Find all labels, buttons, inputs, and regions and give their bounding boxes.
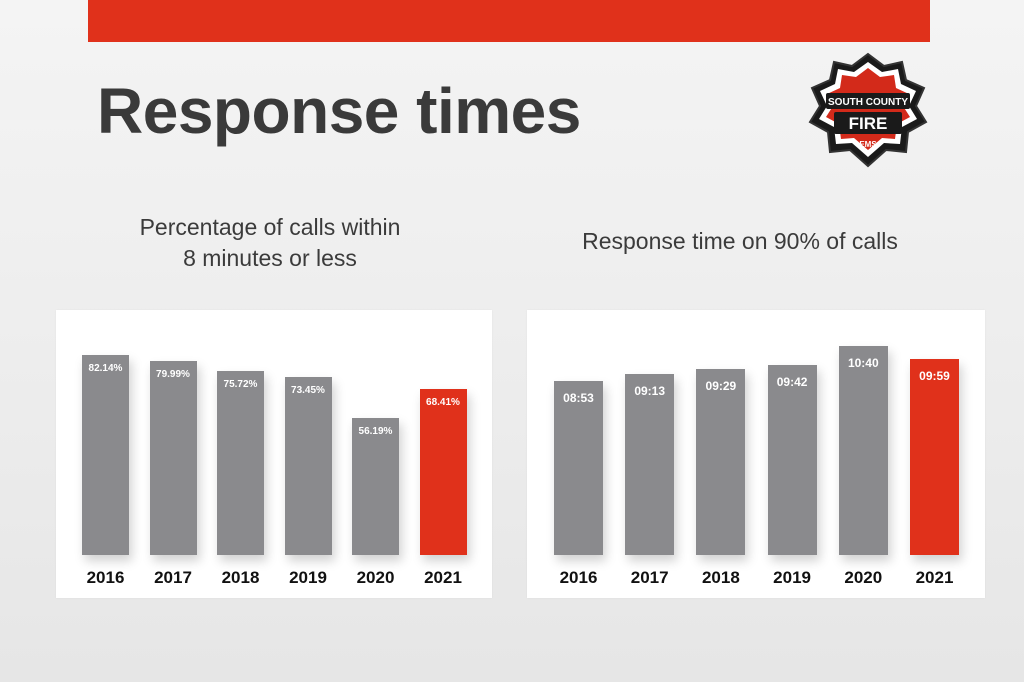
bar-2019 bbox=[767, 364, 817, 555]
bar-value-label: 09:13 bbox=[634, 384, 666, 399]
bar-value-label: 09:59 bbox=[919, 369, 950, 384]
svg-text:EMS: EMS bbox=[859, 140, 877, 149]
x-tick-label: 2019 bbox=[289, 568, 327, 587]
bar-2018 bbox=[217, 371, 264, 555]
bar-2016 bbox=[554, 380, 603, 555]
x-tick-label: 2020 bbox=[356, 568, 395, 587]
bar-value-label: 75.72% bbox=[223, 379, 258, 390]
accent-top-bar bbox=[88, 0, 930, 42]
x-tick-label: 2017 bbox=[154, 568, 192, 587]
chart-percentage-calls: 82.14% 2016 79.99% 2017 75.72% 2018 73.45% 2019… bbox=[56, 310, 492, 598]
bar-value-label: 08:53 bbox=[563, 390, 594, 405]
bar-value-label: 09:42 bbox=[776, 374, 808, 389]
chart-response-time: 08:53 2016 09:13 2017 09:29 2018 09:42 2019 10:4… bbox=[527, 310, 985, 598]
bar-2017 bbox=[149, 360, 197, 555]
x-tick-label: 2016 bbox=[559, 568, 598, 587]
x-tick-label: 2021 bbox=[915, 568, 954, 587]
bar-value-label: 73.45% bbox=[291, 384, 325, 396]
bar-value-label: 56.19% bbox=[358, 426, 393, 438]
x-tick-label: 2020 bbox=[844, 568, 883, 587]
x-tick-label: 2016 bbox=[86, 568, 125, 587]
x-tick-label: 2019 bbox=[773, 568, 811, 587]
chart-title-response-time: Response time on 90% of calls bbox=[582, 228, 898, 254]
x-tick-label: 2017 bbox=[630, 568, 669, 587]
bar-value-label: 82.14% bbox=[88, 363, 123, 375]
x-tick-label: 2018 bbox=[701, 568, 740, 587]
x-tick-label: 2021 bbox=[424, 568, 462, 587]
bar-2020 bbox=[352, 418, 399, 555]
chart-title-percentage: Percentage of calls within 8 minutes or … bbox=[139, 214, 401, 271]
bar-value-label: 79.99% bbox=[156, 368, 190, 380]
bar-value-label: 10:40 bbox=[847, 355, 879, 370]
page-title: Response times bbox=[97, 75, 581, 147]
svg-text:FIRE: FIRE bbox=[849, 114, 888, 133]
bar-value-label: 09:29 bbox=[705, 379, 737, 394]
bar-2016 bbox=[82, 355, 129, 555]
bar-value-label: 68.41% bbox=[426, 396, 460, 408]
bar-2020 bbox=[838, 345, 888, 555]
x-tick-label: 2018 bbox=[221, 568, 260, 587]
bar-2019 bbox=[284, 376, 332, 555]
bar-2017 bbox=[625, 374, 675, 555]
bar-2021 bbox=[910, 359, 959, 555]
south-county-fire-logo: SOUTH COUNTY FIRE EMS bbox=[808, 52, 928, 168]
svg-text:SOUTH COUNTY: SOUTH COUNTY bbox=[828, 97, 908, 108]
bar-2021 bbox=[419, 388, 467, 555]
bar-2018 bbox=[696, 369, 746, 555]
